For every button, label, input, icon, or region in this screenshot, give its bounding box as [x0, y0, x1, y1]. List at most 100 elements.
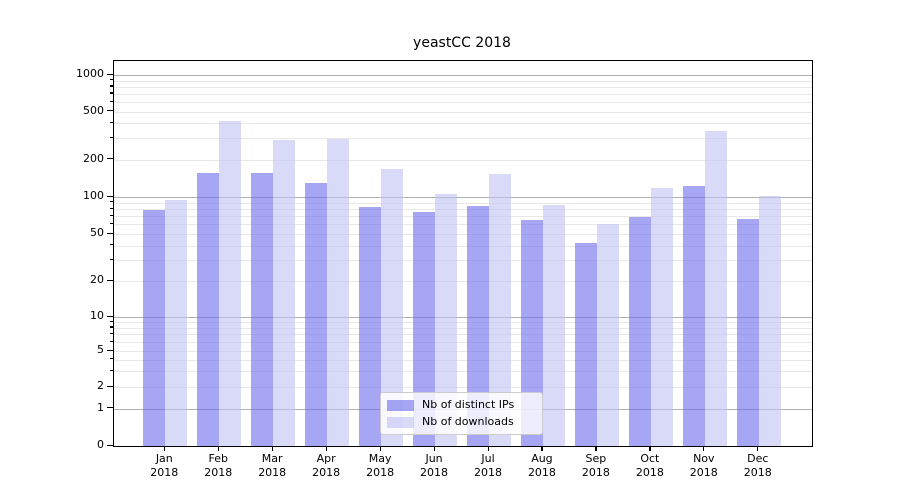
y-tick-label-500: 500 — [83, 103, 104, 117]
y-tick-mark-minor-300 — [110, 136, 113, 139]
grid-line-minor-9 — [114, 322, 812, 324]
y-tick-mark-minor-700 — [110, 92, 113, 94]
bar-downloads-nov-2018 — [704, 130, 727, 446]
y-tick-mark-minor-900 — [110, 79, 113, 81]
x-tick-mark-jan-2018 — [163, 446, 165, 451]
y-tick-mark-minor-6 — [110, 340, 113, 342]
y-tick-mark-minor-60 — [110, 222, 113, 225]
grid-line-minor-60 — [114, 224, 812, 226]
bar-downloads-jul-2018 — [489, 174, 511, 446]
x-tick-label-feb-2018: Feb 2018 — [204, 452, 233, 479]
x-tick-mark-jun-2018 — [433, 446, 435, 451]
grid-line-minor-40 — [114, 245, 812, 247]
y-tick-mark-minor-90 — [110, 201, 113, 203]
legend-label-distinct-ips: Nb of distinct IPs — [422, 398, 515, 411]
bar-distinct-ips-may-2018 — [359, 207, 382, 446]
x-tick-label-apr-2018: Apr 2018 — [312, 452, 341, 479]
x-tick-mark-dec-2018 — [757, 446, 759, 451]
grid-line-minor-8 — [114, 327, 812, 329]
y-tick-mark-minor-70 — [110, 214, 113, 216]
y-tick-label-1: 1 — [97, 400, 104, 414]
y-tick-mark-1 — [107, 407, 113, 409]
x-tick-mark-aug-2018 — [541, 446, 543, 451]
y-tick-label-200: 200 — [83, 151, 104, 165]
grid-line-minor-900 — [114, 80, 812, 82]
x-tick-label-mar-2018: Mar 2018 — [258, 452, 287, 479]
grid-line-major-1000 — [114, 75, 812, 76]
x-tick-mark-mar-2018 — [271, 446, 273, 451]
y-tick-mark-50 — [107, 232, 113, 234]
bar-distinct-ips-jan-2018 — [143, 209, 166, 446]
bar-downloads-feb-2018 — [219, 120, 242, 446]
grid-line-minor-400 — [114, 123, 812, 125]
grid-line-minor-20 — [114, 281, 812, 282]
x-tick-mark-apr-2018 — [325, 446, 327, 451]
y-tick-label-100: 100 — [83, 189, 104, 202]
grid-line-minor-6 — [114, 342, 812, 344]
grid-line-minor-4 — [114, 359, 812, 361]
bar-downloads-may-2018 — [381, 169, 404, 446]
x-tick-label-jul-2018: Jul 2018 — [474, 452, 502, 479]
bar-distinct-ips-jun-2018 — [413, 211, 436, 446]
bar-downloads-aug-2018 — [542, 205, 565, 446]
y-tick-label-1000: 1000 — [76, 67, 104, 80]
y-tick-mark-200 — [107, 158, 113, 160]
bar-distinct-ips-nov-2018 — [682, 185, 705, 446]
bar-downloads-jan-2018 — [165, 200, 188, 446]
grid-line-minor-300 — [114, 138, 812, 140]
bar-downloads-sep-2018 — [596, 224, 619, 446]
x-tick-label-may-2018: May 2018 — [366, 452, 395, 479]
legend-label-downloads: Nb of downloads — [422, 415, 514, 428]
chart-title: yeastCC 2018 — [413, 35, 511, 51]
bar-distinct-ips-apr-2018 — [305, 182, 328, 446]
x-tick-label-jun-2018: Jun 2018 — [420, 452, 449, 479]
legend-swatch-distinct-ips — [387, 399, 414, 411]
y-tick-mark-minor-7 — [110, 332, 113, 335]
y-tick-mark-10 — [107, 315, 113, 317]
bar-downloads-apr-2018 — [327, 139, 350, 446]
y-tick-label-20: 20 — [90, 273, 104, 286]
y-tick-mark-minor-600 — [110, 100, 113, 102]
y-tick-mark-100 — [107, 195, 113, 197]
legend: Nb of distinct IPs Nb of downloads — [380, 392, 543, 435]
bar-distinct-ips-oct-2018 — [628, 216, 651, 446]
bar-distinct-ips-feb-2018 — [197, 173, 220, 446]
y-tick-label-0: 0 — [97, 438, 104, 451]
legend-item-distinct-ips: Nb of distinct IPs — [387, 398, 536, 412]
y-tick-mark-20 — [107, 279, 113, 281]
grid-line-minor-600 — [114, 102, 812, 104]
grid-line-minor-50 — [114, 234, 812, 236]
x-tick-mark-jul-2018 — [487, 446, 489, 451]
legend-swatch-downloads — [387, 416, 414, 428]
grid-line-minor-90 — [114, 202, 812, 204]
grid-line-minor-30 — [114, 260, 812, 262]
y-tick-label-5: 5 — [97, 343, 104, 356]
y-tick-mark-500 — [107, 110, 113, 112]
y-tick-mark-2 — [107, 385, 113, 387]
grid-line-minor-500 — [114, 111, 812, 113]
grid-line-minor-200 — [114, 159, 812, 161]
grid-line-major-100 — [114, 197, 812, 198]
x-tick-mark-may-2018 — [379, 446, 381, 451]
x-tick-label-sep-2018: Sep 2018 — [581, 452, 610, 479]
bar-downloads-oct-2018 — [650, 187, 673, 446]
x-tick-label-oct-2018: Oct 2018 — [635, 452, 664, 479]
x-tick-label-dec-2018: Dec 2018 — [743, 452, 772, 479]
grid-line-minor-7 — [114, 334, 812, 336]
y-tick-label-10: 10 — [90, 309, 104, 322]
y-tick-mark-minor-30 — [110, 258, 113, 261]
x-tick-label-nov-2018: Nov 2018 — [689, 452, 718, 479]
x-tick-mark-sep-2018 — [595, 446, 597, 451]
grid-line-minor-800 — [114, 86, 812, 88]
bar-distinct-ips-sep-2018 — [574, 243, 597, 446]
grid-line-minor-2 — [114, 387, 812, 388]
y-tick-label-50: 50 — [90, 226, 104, 240]
x-tick-mark-oct-2018 — [649, 446, 651, 451]
y-tick-mark-minor-8 — [110, 326, 113, 328]
bar-distinct-ips-jul-2018 — [467, 205, 489, 446]
grid-line-minor-3 — [114, 371, 812, 373]
y-tick-mark-0 — [107, 444, 113, 446]
x-tick-mark-nov-2018 — [703, 446, 705, 451]
bar-downloads-jun-2018 — [435, 194, 458, 446]
